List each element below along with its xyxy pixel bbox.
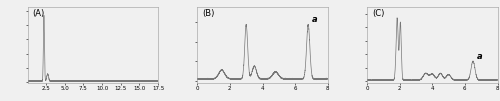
Text: a: a	[477, 52, 482, 60]
Text: (B): (B)	[202, 9, 215, 18]
Text: (C): (C)	[372, 9, 384, 18]
Text: (A): (A)	[32, 9, 45, 18]
Text: a: a	[312, 15, 318, 24]
